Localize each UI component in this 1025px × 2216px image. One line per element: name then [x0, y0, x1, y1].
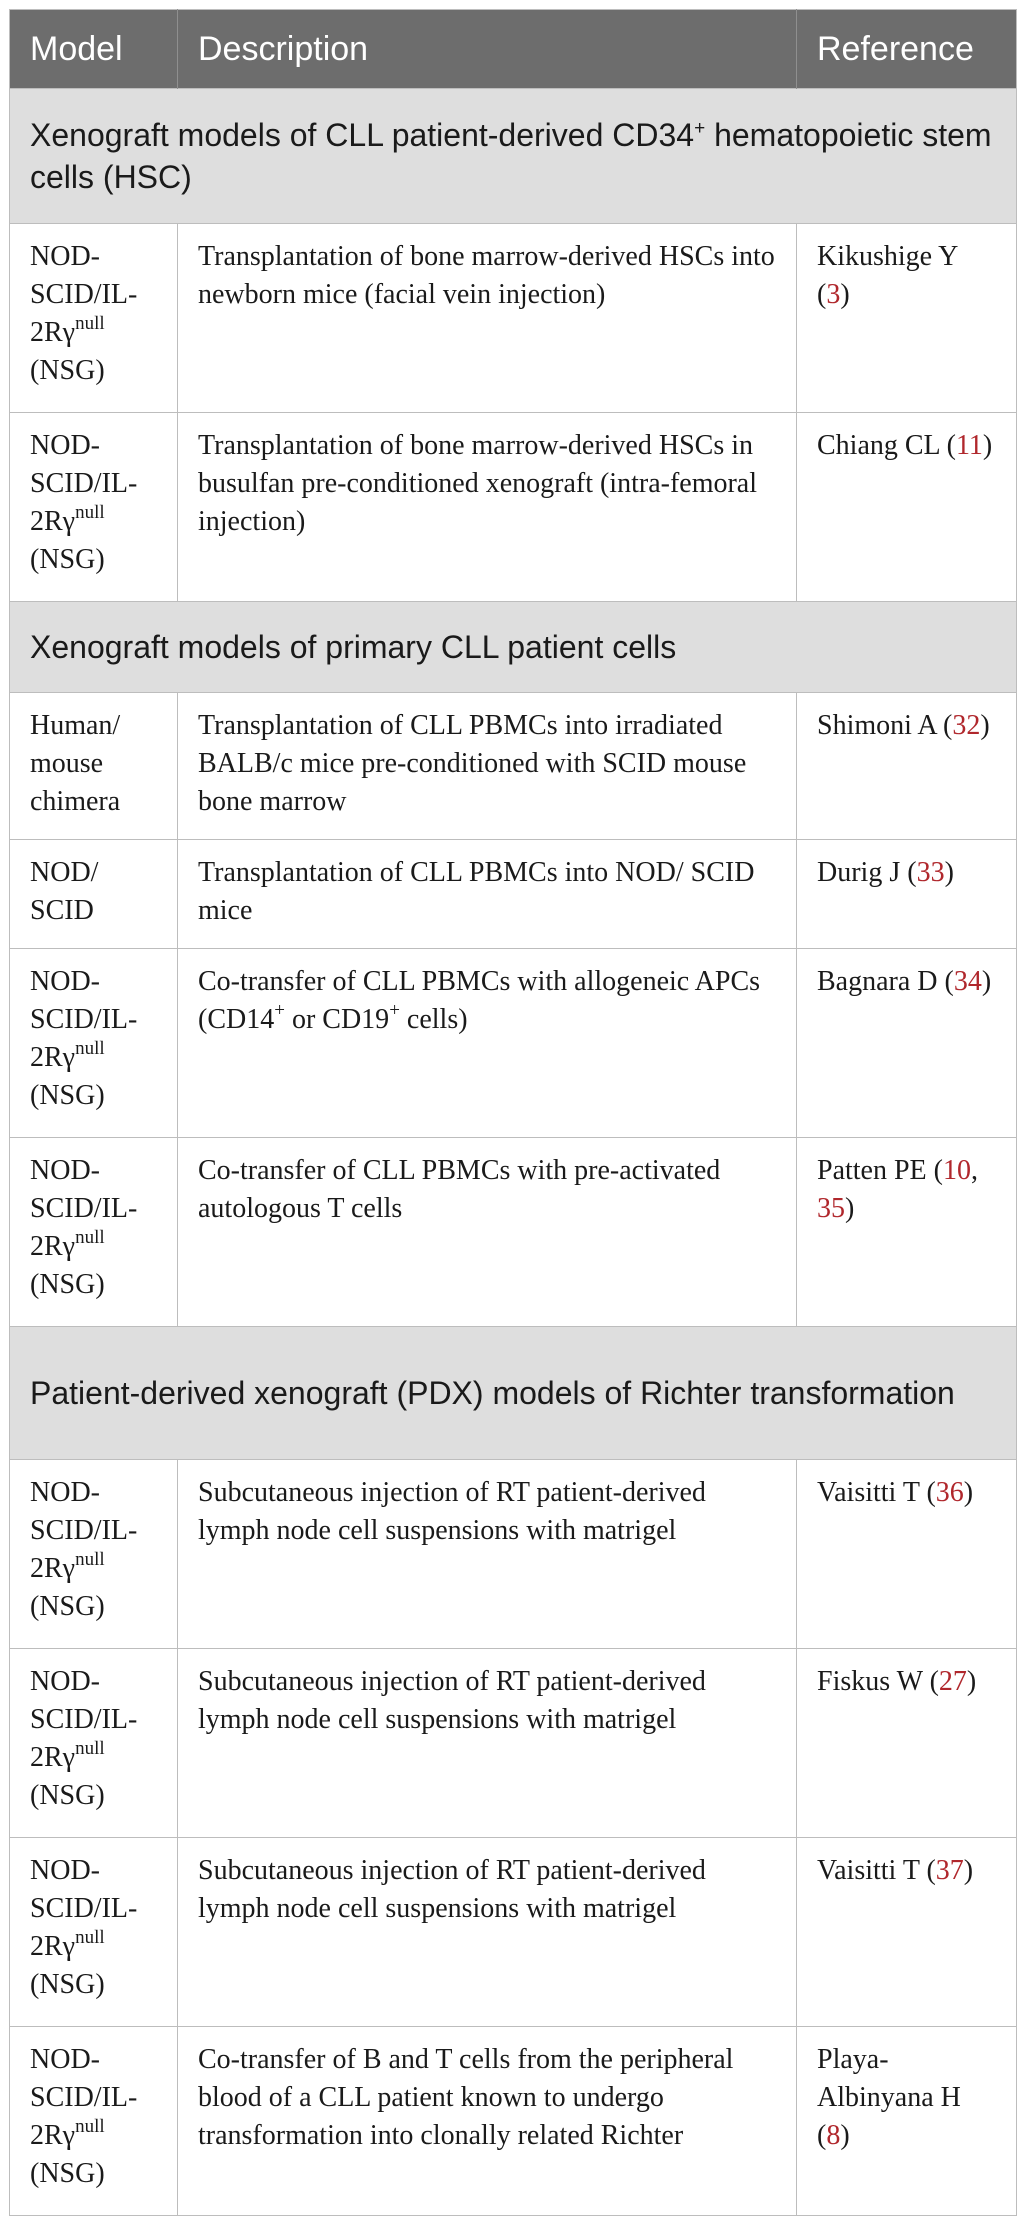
section-row: Patient-derived xenograft (PDX) models o…	[9, 1326, 1017, 1460]
model-cell: Human/ mouse chimera	[9, 692, 178, 840]
section-title: Xenograft models of CLL patient-derived …	[9, 88, 1017, 224]
description-cell: Co-transfer of CLL PBMCs with allogeneic…	[177, 948, 797, 1138]
table-row: NOD- SCID/IL- 2Rγnull (NSG) Co-transfer of …	[9, 2026, 1017, 2216]
description-cell: Subcutaneous injection of RT patient-der…	[177, 1459, 797, 1649]
table-row: NOD- SCID/IL- 2Rγnull (NSG) Subcutaneous in…	[9, 1459, 1017, 1649]
header-description: Description	[177, 9, 797, 89]
description-cell: Transplantation of CLL PBMCs into NOD/ S…	[177, 839, 797, 949]
reference-link[interactable]: 10	[943, 1155, 971, 1186]
table-row: NOD- SCID/IL- 2Rγnull (NSG) Subcutaneous in…	[9, 1648, 1017, 1838]
model-cell: NOD- SCID/IL- 2Rγnull (NSG)	[9, 412, 178, 602]
table-row: NOD- SCID/IL- 2Rγnull (NSG) Co-transfer of …	[9, 1137, 1017, 1327]
reference-link[interactable]: 32	[952, 710, 981, 741]
table-row: Human/ mouse chimera Transplantation of …	[9, 692, 1017, 840]
reference-link[interactable]: 36	[935, 1477, 964, 1508]
model-cell: NOD- SCID/IL- 2Rγnull (NSG)	[9, 223, 178, 413]
section-title: Patient-derived xenograft (PDX) models o…	[9, 1326, 1017, 1460]
section-row: Xenograft models of CLL patient-derived …	[9, 88, 1017, 224]
description-cell: Transplantation of CLL PBMCs into irradi…	[177, 692, 797, 840]
model-cell: NOD/ SCID	[9, 839, 178, 949]
table-row: NOD/ SCID Transplantation of CLL PBMCs i…	[9, 839, 1017, 949]
header-reference: Reference	[796, 9, 1017, 89]
model-cell: NOD- SCID/IL- 2Rγnull (NSG)	[9, 2026, 178, 2216]
reference-cell: Shimoni A (32)	[796, 692, 1017, 840]
description-cell: Co-transfer of B and T cells from the pe…	[177, 2026, 797, 2216]
reference-link[interactable]: 35	[817, 1193, 845, 1224]
reference-cell: Playa-Albinyana H (8)	[796, 2026, 1017, 2216]
table-row: NOD- SCID/IL- 2Rγnull (NSG) Transplantation…	[9, 412, 1017, 602]
reference-link[interactable]: 33	[916, 857, 945, 888]
reference-link[interactable]: 11	[955, 430, 983, 461]
description-cell: Co-transfer of CLL PBMCs with pre-activa…	[177, 1137, 797, 1327]
reference-cell: Chiang CL (11)	[796, 412, 1017, 602]
reference-cell: Kikushige Y (3)	[796, 223, 1017, 413]
table-row: NOD- SCID/IL- 2Rγnull (NSG) Subcutaneous in…	[9, 1837, 1017, 2027]
header-model: Model	[9, 9, 178, 89]
model-cell: NOD- SCID/IL- 2Rγnull (NSG)	[9, 948, 178, 1138]
model-cell: NOD- SCID/IL- 2Rγnull (NSG)	[9, 1648, 178, 1838]
description-cell: Subcutaneous injection of RT patient-der…	[177, 1648, 797, 1838]
reference-cell: Vaisitti T (37)	[796, 1837, 1017, 2027]
section-row: Xenograft models of primary CLL patient …	[9, 601, 1017, 693]
header-row: Model Description Reference	[9, 9, 1017, 89]
models-table: Model Description Reference Xenograft mo…	[9, 9, 1017, 2216]
table-row: NOD- SCID/IL- 2Rγnull (NSG) Transplantation…	[9, 223, 1017, 413]
reference-link[interactable]: 37	[935, 1855, 964, 1886]
description-cell: Subcutaneous injection of RT patient-der…	[177, 1837, 797, 2027]
reference-cell: Bagnara D (34)	[796, 948, 1017, 1138]
description-cell: Transplantation of bone marrow-derived H…	[177, 412, 797, 602]
reference-cell: Vaisitti T (36)	[796, 1459, 1017, 1649]
table-row: NOD- SCID/IL- 2Rγnull (NSG) Co-transfer of …	[9, 948, 1017, 1138]
reference-link[interactable]: 27	[938, 1666, 967, 1697]
reference-link[interactable]: 3	[826, 279, 841, 310]
reference-cell: Durig J (33)	[796, 839, 1017, 949]
reference-link[interactable]: 34	[953, 966, 982, 997]
model-cell: NOD- SCID/IL- 2Rγnull (NSG)	[9, 1837, 178, 2027]
section-title: Xenograft models of primary CLL patient …	[9, 601, 1017, 693]
model-cell: NOD- SCID/IL- 2Rγnull (NSG)	[9, 1459, 178, 1649]
reference-cell: Patten PE (10, 35)	[796, 1137, 1017, 1327]
model-cell: NOD- SCID/IL- 2Rγnull (NSG)	[9, 1137, 178, 1327]
reference-link[interactable]: 8	[826, 2120, 841, 2151]
reference-cell: Fiskus W (27)	[796, 1648, 1017, 1838]
description-cell: Transplantation of bone marrow-derived H…	[177, 223, 797, 413]
